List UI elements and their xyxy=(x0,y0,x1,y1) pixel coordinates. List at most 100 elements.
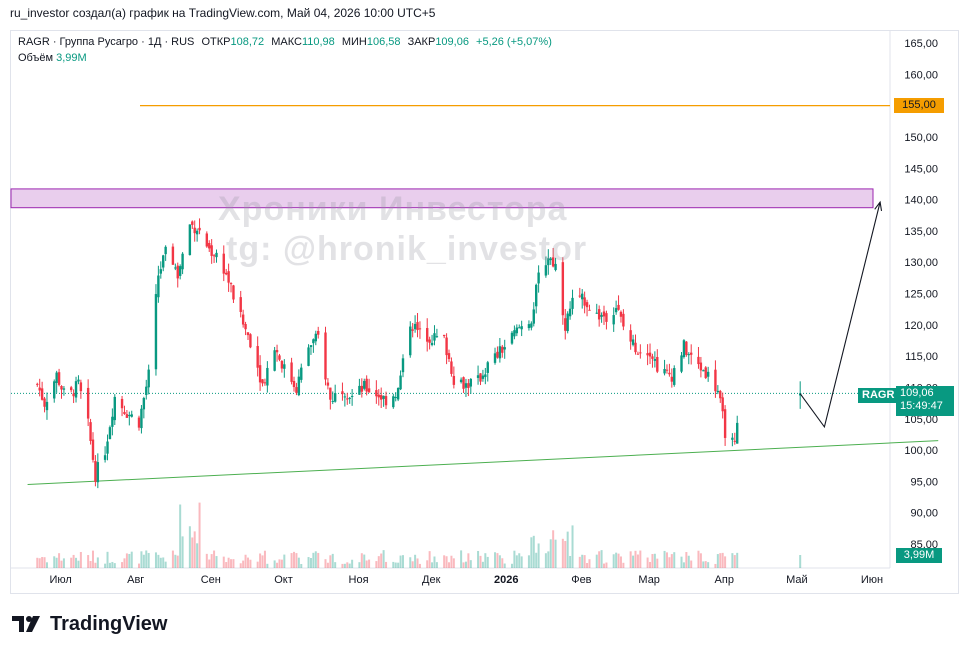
volume-bar xyxy=(130,551,133,568)
candle-body xyxy=(62,388,66,390)
candle-body xyxy=(350,395,354,397)
volume-bar xyxy=(230,559,233,568)
candle-body xyxy=(331,400,334,402)
volume-bar xyxy=(639,550,642,568)
volume-bar xyxy=(147,552,150,568)
candle-body xyxy=(411,329,414,331)
candle-body xyxy=(164,246,167,255)
candle-body xyxy=(377,394,380,398)
candle-body xyxy=(719,390,722,399)
candle-body xyxy=(162,255,165,268)
candle-body xyxy=(736,422,739,444)
volume-bar xyxy=(41,557,44,568)
candle-body xyxy=(617,304,620,310)
candle-body xyxy=(442,334,446,337)
candle-body xyxy=(682,340,686,358)
candle-body xyxy=(113,396,116,421)
candle-body xyxy=(212,255,216,257)
volume-bar xyxy=(687,555,690,568)
candle-body xyxy=(498,346,502,359)
candle-body xyxy=(537,272,540,284)
volume-bar xyxy=(348,563,351,568)
volume-bar xyxy=(87,555,90,568)
candle-body xyxy=(94,460,97,482)
x-tick-label: Май xyxy=(786,574,808,586)
volume-bar xyxy=(515,555,518,568)
candle-body xyxy=(653,359,657,361)
candle-body xyxy=(154,294,158,370)
volume-bar xyxy=(43,557,46,568)
volume-bar xyxy=(685,552,688,568)
volume-bar xyxy=(581,554,584,568)
volume-bar xyxy=(535,552,538,568)
y-tick-label: 100,00 xyxy=(904,445,938,457)
volume-bar xyxy=(414,554,417,568)
candle-body xyxy=(561,262,565,316)
volume-bar xyxy=(588,559,591,568)
volume-bar xyxy=(193,531,196,568)
volume-bar xyxy=(382,550,385,568)
candle-body xyxy=(673,368,676,385)
volume-bar xyxy=(697,550,700,568)
candle-body xyxy=(40,388,44,400)
candle-body xyxy=(706,371,710,377)
symbol-legend: RAGR · Группа Русагро · 1Д · RUS ОТКР108… xyxy=(18,36,552,48)
candle-body xyxy=(176,265,179,279)
volume-bar xyxy=(721,552,724,568)
volume-bar xyxy=(564,541,567,568)
volume-bar xyxy=(176,555,179,568)
volume-bar xyxy=(673,552,676,568)
tradingview-wordmark: TradingView xyxy=(50,612,168,635)
candle-body xyxy=(79,382,83,392)
volume-bar xyxy=(145,550,148,568)
last-volume-bar xyxy=(799,555,802,568)
volume-bar xyxy=(242,560,245,568)
volume-bar xyxy=(409,557,412,568)
candle-body xyxy=(459,379,463,383)
candle-body xyxy=(568,308,572,317)
candle-body xyxy=(147,369,150,388)
volume-bar xyxy=(394,562,397,568)
candle-body xyxy=(571,297,574,309)
volume-bar xyxy=(138,563,141,568)
candle-body xyxy=(53,381,56,399)
volume-bar xyxy=(501,558,504,568)
candle-body xyxy=(343,396,347,398)
candle-body xyxy=(670,376,674,382)
candle-body xyxy=(278,355,281,360)
volume-bar xyxy=(266,563,269,568)
x-tick-label: Июл xyxy=(49,574,71,586)
volume-bar xyxy=(164,561,167,568)
volume-bar xyxy=(77,560,80,568)
candle-body xyxy=(687,354,690,356)
candle-body xyxy=(544,265,548,276)
candle-body xyxy=(312,339,315,344)
volume-bar xyxy=(462,562,465,568)
close-label: ЗАКР xyxy=(407,36,436,48)
y-tick-label: 95,00 xyxy=(910,476,938,488)
candle-body xyxy=(108,427,112,440)
volume-bar xyxy=(554,539,557,568)
candle-body xyxy=(731,437,734,440)
candle-body xyxy=(619,311,623,317)
y-tick-label: 135,00 xyxy=(904,226,938,238)
volume-bar xyxy=(341,563,344,568)
candle-body xyxy=(36,383,39,385)
candle-body xyxy=(140,408,143,429)
candle-body xyxy=(530,323,533,328)
candle-body xyxy=(493,353,497,363)
candle-body xyxy=(520,326,523,330)
candle-body xyxy=(120,398,124,409)
candle-body xyxy=(476,375,480,378)
candle-body xyxy=(549,258,552,261)
low-value: 106,58 xyxy=(366,36,401,48)
symbol-line[interactable]: RAGR · Группа Русагро · 1Д · RUS xyxy=(18,36,195,48)
volume-bar xyxy=(636,554,639,568)
candle-body xyxy=(566,313,569,332)
candle-body xyxy=(452,375,456,385)
volume-bar xyxy=(307,557,310,568)
tradingview-logo[interactable]: TradingView xyxy=(12,612,167,636)
chart-frame[interactable] xyxy=(10,30,959,594)
volume-bar xyxy=(360,553,363,568)
